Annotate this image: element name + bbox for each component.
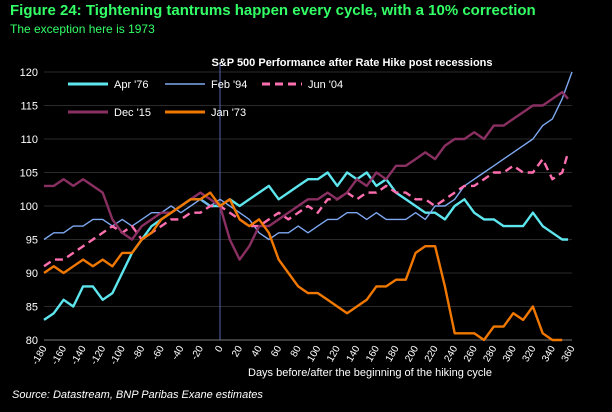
series-line-1	[43, 71, 573, 241]
legend-label: Dec '15	[114, 107, 151, 119]
x-tick-label: 340	[540, 344, 558, 364]
x-tick-label: 280	[482, 344, 500, 364]
x-tick-label: -20	[189, 344, 206, 362]
x-tick-label: -60	[150, 344, 167, 362]
legend: Apr '76 Feb '94 Jun '04 Dec '15 Jan '73	[68, 79, 343, 119]
x-axis: -180 -160 -140 -120 -100 -80 -60 -40 -20 0 20 40 60 8…	[30, 344, 578, 367]
legend-label: Jan '73	[211, 107, 246, 119]
gridlines	[44, 64, 572, 341]
x-tick-label: 20	[230, 344, 245, 360]
y-tick-label: 105	[20, 168, 38, 180]
series-line-4	[43, 191, 563, 342]
x-tick-label: -40	[170, 344, 187, 362]
y-tick-label: 95	[26, 235, 38, 247]
x-tick-label: 160	[364, 344, 382, 364]
x-tick-label: 200	[403, 344, 421, 364]
x-tick-label: 360	[560, 344, 578, 364]
y-tick-label: 100	[20, 201, 38, 213]
y-tick-label: 120	[20, 67, 38, 79]
series-lines	[43, 71, 573, 342]
legend-label: Apr '76	[114, 79, 149, 91]
x-tick-label: 180	[384, 344, 402, 364]
y-axis: 80 85 90 95 100 105 110 115 120	[20, 67, 38, 347]
series-line-0	[43, 171, 569, 321]
x-axis-label: Days before/after the beginning of the h…	[248, 367, 492, 379]
figure-title: Figure 24: Tightening tantrums happen ev…	[10, 2, 536, 19]
x-tick-label: 320	[521, 344, 539, 364]
x-tick-label: -120	[89, 344, 109, 367]
y-tick-label: 85	[26, 302, 38, 314]
legend-label: Jun '04	[308, 79, 343, 91]
y-tick-label: 90	[26, 268, 38, 280]
series-line-2	[43, 152, 570, 268]
y-tick-label: 110	[20, 134, 38, 146]
x-tick-label: -160	[50, 344, 70, 367]
series-line-3	[44, 90, 570, 261]
x-tick-label: 40	[250, 344, 265, 360]
legend-label: Feb '94	[211, 79, 247, 91]
x-tick-label: 60	[269, 344, 284, 360]
source-note: Source: Datastream, BNP Paribas Exane es…	[12, 389, 263, 401]
x-tick-label: -180	[30, 344, 50, 367]
y-tick-label: 80	[26, 335, 38, 347]
x-tick-label: 100	[306, 344, 324, 364]
x-tick-label: -100	[108, 344, 128, 367]
y-tick-label: 115	[20, 101, 38, 113]
x-tick-label: 240	[442, 344, 460, 364]
x-tick-label: 0	[213, 344, 226, 355]
x-tick-label: 300	[501, 344, 519, 364]
x-tick-label: 260	[462, 344, 480, 364]
x-tick-label: -80	[131, 344, 148, 362]
x-tick-label: -140	[69, 344, 89, 367]
x-tick-label: 140	[345, 344, 363, 364]
x-tick-label: 120	[325, 344, 343, 364]
x-tick-label: 220	[423, 344, 441, 364]
x-tick-label: 80	[289, 344, 304, 360]
chart-title: S&P 500 Performance after Rate Hike post…	[211, 57, 492, 69]
figure-subtitle: The exception here is 1973	[10, 22, 155, 36]
